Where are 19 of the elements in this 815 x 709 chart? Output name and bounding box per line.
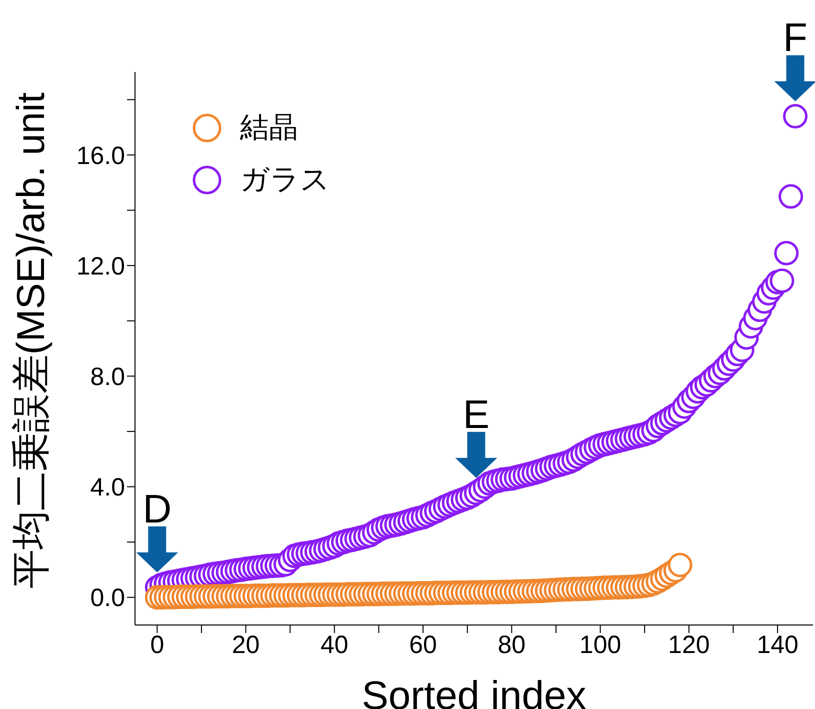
x-tick-label: 60 (409, 630, 437, 659)
annotation: F (783, 16, 808, 60)
y-tick-label: 8.0 (90, 363, 125, 392)
annotation: D (142, 487, 172, 532)
x-tick-label: 0 (150, 630, 164, 659)
y-tick-label: 12.0 (76, 252, 125, 280)
x-tick-label: 20 (232, 630, 260, 659)
x-tick-label: 40 (320, 630, 348, 659)
x-tick-label: 120 (668, 630, 710, 659)
y-axis-title: 平均二乗誤差(MSE)/arb. unit (10, 92, 53, 589)
x-tick-label: 100 (579, 630, 622, 659)
annotation: E (462, 392, 490, 437)
x-tick-label: 80 (498, 630, 526, 659)
y-tick-label: 0.0 (90, 584, 125, 612)
legend-label: ガラス (240, 163, 330, 198)
y-tick-label: 16.0 (76, 142, 125, 170)
y-tick-label: 4.0 (90, 474, 125, 502)
legend-label: 結晶 (240, 111, 298, 146)
x-tick-label: 140 (756, 630, 798, 659)
